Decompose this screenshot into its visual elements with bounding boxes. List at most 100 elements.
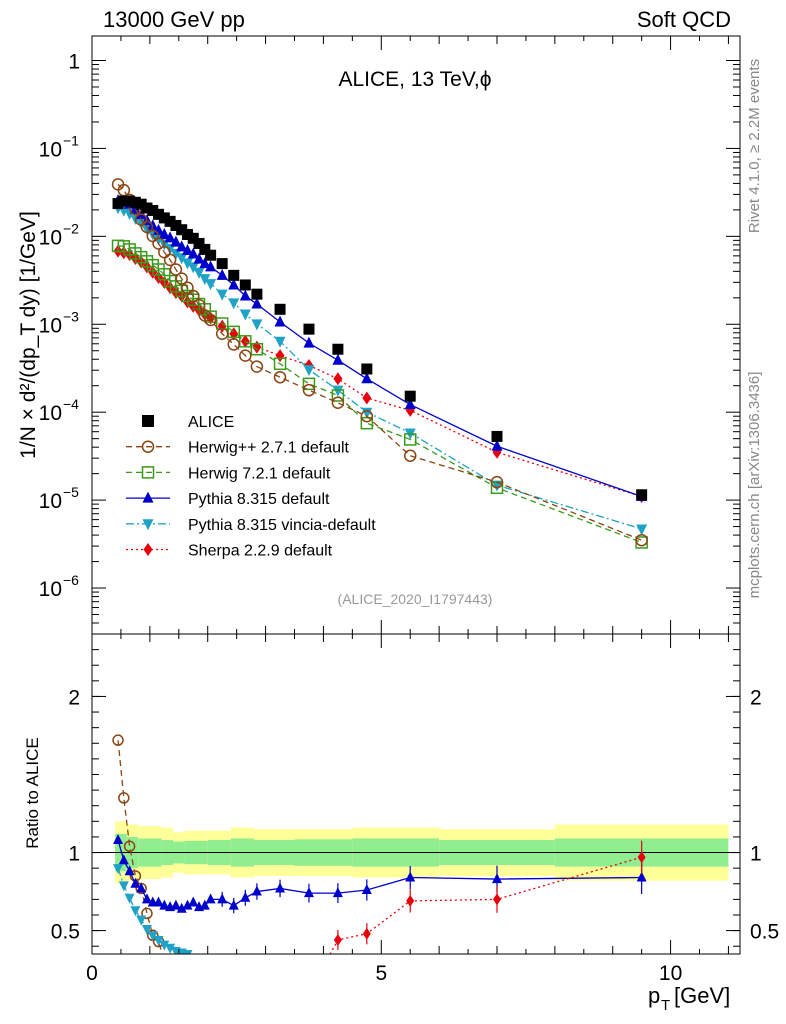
ratio-point-sherpa-2-2-9-default	[637, 851, 646, 864]
point-pythia-8-315-vincia-default	[332, 385, 344, 397]
point-herwig-7-2-1-default	[204, 310, 217, 323]
ratio-point-herwig-2-7-1-default	[141, 907, 153, 920]
ratio-point-pythia-8-315-vincia-default	[165, 943, 176, 954]
legend-marker-alice	[142, 415, 154, 427]
ratio-tick-label: 0.5	[51, 921, 80, 944]
point-alice	[187, 232, 199, 244]
point-herwig-2-7-1-default	[635, 533, 648, 547]
ratio-point-pythia-8-315-vincia-default	[118, 881, 129, 892]
ratio-point-sherpa-2-2-9-default	[493, 893, 501, 906]
point-alice	[170, 219, 182, 231]
ratio-point-herwig-2-7-1-default	[118, 792, 130, 804]
point-pythia-8-315-default	[181, 244, 193, 256]
point-pythia-8-315-default	[158, 227, 170, 239]
point-alice	[124, 195, 136, 207]
point-alice	[303, 323, 315, 335]
ratio-point-pythia-8-315-default	[188, 896, 199, 907]
ratio-point-pythia-8-315-vincia-default	[130, 906, 141, 917]
point-alice	[193, 237, 205, 249]
series-line-sherpa-2-2-9-default	[117, 250, 642, 498]
ratio-point-pythia-8-315-default	[170, 899, 181, 910]
point-alice	[216, 258, 228, 270]
ratio-point-pythia-8-315-default	[124, 865, 135, 876]
ratio-point-pythia-8-315-vincia-default	[159, 940, 170, 951]
ratio-point-pythia-8-315-default	[176, 902, 187, 913]
point-alice	[361, 363, 373, 375]
point-alice	[181, 228, 193, 240]
analysis-id-label: (ALICE_2020_I1797443)	[338, 591, 493, 607]
ratio-point-pythia-8-315-default	[136, 882, 147, 893]
point-pythia-8-315-default	[187, 247, 199, 259]
x-tick-label: 10	[659, 962, 682, 985]
point-pythia-8-315-vincia-default	[361, 407, 373, 419]
ratio-point-pythia-8-315-default	[217, 893, 228, 904]
ratio-point-pythia-8-315-default	[405, 871, 416, 882]
point-alice	[135, 198, 147, 210]
point-herwig-7-2-1-default	[227, 325, 240, 339]
point-herwig-7-2-1-default	[273, 357, 287, 371]
legend-marker-herwig-7-2-1-default	[141, 466, 155, 479]
mcplots-label: mcplots.cern.ch [arXiv:1306.3436]	[746, 372, 763, 599]
point-alice	[153, 208, 165, 220]
point-pythia-8-315-vincia-default	[187, 262, 199, 274]
ratio-point-pythia-8-315-default	[141, 893, 152, 904]
ratio-point-pythia-8-315-default	[361, 884, 372, 894]
x-tick-label: 5	[375, 962, 387, 985]
ratio-series-group	[112, 734, 647, 954]
ratio-point-pythia-8-315-vincia-default	[113, 864, 124, 875]
point-pythia-8-315-vincia-default	[239, 309, 251, 321]
x-axis-label-sub: T	[661, 997, 670, 1014]
point-pythia-8-315-vincia-default	[251, 319, 263, 331]
point-herwig-2-7-1-default	[215, 327, 229, 341]
point-pythia-8-315-vincia-default	[303, 365, 315, 377]
point-herwig-7-2-1-default	[239, 335, 252, 348]
ratio-tick-label-right: 2	[750, 686, 762, 709]
point-alice	[141, 202, 153, 214]
point-alice	[147, 204, 159, 216]
point-pythia-8-315-default	[170, 235, 182, 247]
point-pythia-8-315-default	[332, 353, 344, 365]
ratio-point-sherpa-2-2-9-default	[406, 894, 415, 907]
ratio-point-pythia-8-315-vincia-default	[182, 950, 193, 954]
point-pythia-8-315-vincia-default	[181, 258, 193, 270]
point-herwig-7-2-1-default	[302, 377, 316, 391]
y-tick-label-exponent: −1	[63, 132, 79, 148]
point-herwig-7-2-1-default	[215, 317, 229, 330]
point-alice	[404, 390, 416, 402]
point-pythia-8-315-default	[176, 240, 188, 252]
main-axis-ticks: 10 −610 −510 −410 −310 −210 −11	[39, 36, 740, 634]
point-herwig-2-7-1-default	[204, 313, 217, 327]
point-alice	[164, 215, 176, 227]
point-herwig-2-7-1-default	[140, 220, 154, 234]
point-pythia-8-315-vincia-default	[228, 298, 240, 310]
ratio-point-pythia-8-315-default	[332, 887, 343, 898]
x-axis-label-main: p	[648, 983, 660, 1008]
point-herwig-2-7-1-default	[169, 263, 183, 276]
point-herwig-2-7-1-default	[192, 298, 206, 312]
legend-label-sherpa-2-2-9-default: Sherpa 2.2.9 default	[188, 543, 333, 560]
point-herwig-7-2-1-default	[360, 416, 374, 430]
point-pythia-8-315-default	[205, 260, 217, 272]
point-herwig-7-2-1-default	[331, 389, 345, 402]
ratio-point-pythia-8-315-default	[275, 882, 286, 893]
legend-label-alice: ALICE	[188, 414, 234, 431]
ratio-point-pythia-8-315-default	[130, 877, 141, 888]
point-alice	[228, 269, 240, 281]
point-pythia-8-315-vincia-default	[164, 243, 176, 255]
ratio-point-pythia-8-315-default	[492, 873, 502, 884]
chart-title: ALICE, 13 TeV,ϕ	[338, 68, 491, 91]
ratio-panel: 0 5 10 0.5 0.5 1 1 2 2 Ratio to ALICE	[23, 633, 779, 985]
point-alice	[636, 489, 648, 501]
ratio-point-pythia-8-315-default	[205, 893, 216, 904]
ratio-data-marks	[112, 734, 647, 954]
point-sherpa-2-2-9-default	[362, 391, 372, 405]
point-herwig-2-7-1-default	[273, 370, 287, 384]
point-pythia-8-315-default	[361, 372, 373, 384]
point-pythia-8-315-default	[199, 257, 211, 269]
legend-label-pythia-8-315-default: Pythia 8.315 default	[188, 491, 330, 508]
point-herwig-2-7-1-default	[163, 253, 177, 267]
point-pythia-8-315-default	[216, 268, 228, 280]
point-pythia-8-315-default	[251, 297, 263, 309]
ratio-point-pythia-8-315-vincia-default	[153, 935, 164, 946]
point-alice	[251, 288, 263, 300]
